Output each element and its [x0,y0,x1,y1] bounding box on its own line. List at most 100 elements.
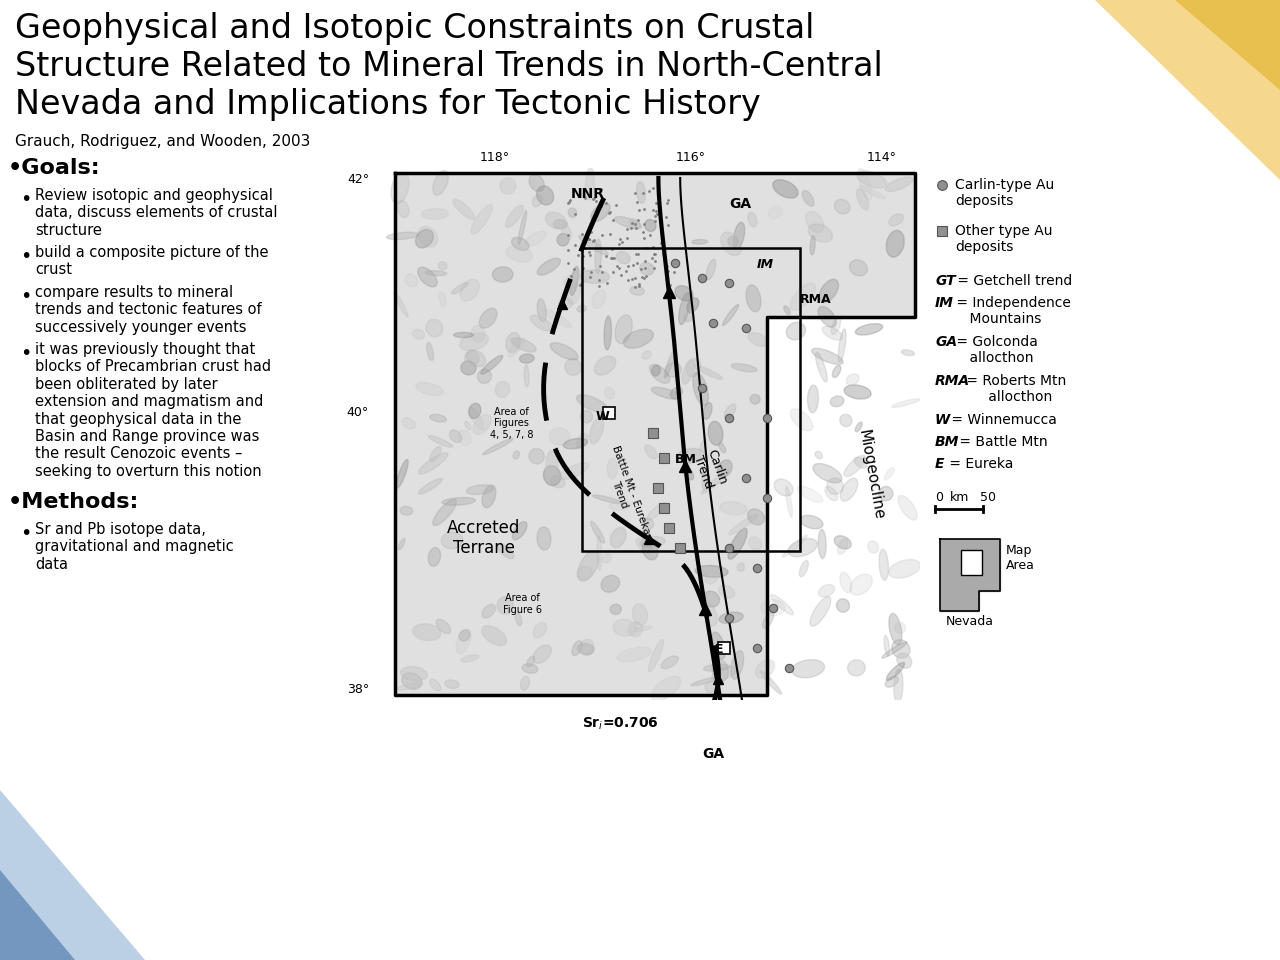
Ellipse shape [630,286,644,295]
Ellipse shape [401,506,412,516]
Ellipse shape [419,478,443,494]
Ellipse shape [682,360,694,384]
Ellipse shape [419,453,448,474]
Ellipse shape [430,446,442,462]
Ellipse shape [810,597,831,626]
Text: RMA: RMA [934,374,970,388]
Ellipse shape [850,260,868,276]
Ellipse shape [810,235,815,255]
Ellipse shape [465,421,471,430]
Text: Area of
Figure 6: Area of Figure 6 [503,593,541,615]
Ellipse shape [513,451,520,459]
Ellipse shape [585,168,594,200]
Ellipse shape [790,409,813,431]
Ellipse shape [818,529,826,559]
Ellipse shape [749,332,768,347]
Ellipse shape [649,639,663,672]
Ellipse shape [678,293,690,324]
Ellipse shape [650,365,669,383]
Ellipse shape [712,660,728,682]
Text: 40°: 40° [347,406,369,420]
Text: GT: GT [934,274,956,288]
Ellipse shape [850,574,872,595]
Ellipse shape [695,565,728,577]
Ellipse shape [429,547,440,566]
Ellipse shape [691,678,718,685]
Text: Carlin-type Au
deposits: Carlin-type Au deposits [955,178,1055,208]
Ellipse shape [782,535,808,557]
Ellipse shape [840,415,852,426]
Ellipse shape [632,604,648,625]
Ellipse shape [879,549,888,580]
Ellipse shape [760,599,785,615]
Ellipse shape [879,487,893,501]
Ellipse shape [421,208,448,219]
Text: 0: 0 [934,491,943,504]
Ellipse shape [590,418,604,444]
Ellipse shape [755,660,774,679]
Ellipse shape [888,613,902,645]
Ellipse shape [623,329,653,348]
Text: GA: GA [701,747,724,761]
Ellipse shape [886,230,904,257]
Text: W: W [934,413,950,427]
Ellipse shape [402,418,415,429]
Ellipse shape [477,370,492,383]
Ellipse shape [572,640,582,656]
Ellipse shape [576,395,608,413]
Ellipse shape [417,267,438,287]
Text: km: km [950,491,969,504]
Ellipse shape [402,673,422,689]
Text: = Independence
    Mountains: = Independence Mountains [952,296,1071,326]
Ellipse shape [593,495,622,504]
Ellipse shape [430,415,447,422]
Ellipse shape [895,622,906,634]
Ellipse shape [465,350,479,366]
Ellipse shape [553,220,567,228]
Ellipse shape [536,527,550,550]
Ellipse shape [712,666,737,681]
Ellipse shape [646,502,667,520]
Ellipse shape [458,430,471,445]
Ellipse shape [436,619,451,634]
Ellipse shape [567,282,580,304]
Ellipse shape [452,282,468,294]
Ellipse shape [652,676,681,701]
Ellipse shape [483,485,495,508]
Ellipse shape [893,669,902,703]
Ellipse shape [512,521,527,540]
Ellipse shape [854,457,867,468]
Ellipse shape [512,237,529,251]
Ellipse shape [474,415,492,434]
Ellipse shape [790,283,815,310]
Ellipse shape [412,329,425,339]
Ellipse shape [703,402,712,420]
Text: Sr and Pb isotope data,
gravitational and magnetic
data: Sr and Pb isotope data, gravitational an… [35,522,234,572]
Ellipse shape [835,200,850,214]
Ellipse shape [529,448,544,464]
Text: = Eureka: = Eureka [945,457,1014,471]
Ellipse shape [771,594,794,614]
Ellipse shape [561,224,571,240]
Text: W: W [595,410,609,423]
Text: BM: BM [934,435,960,449]
Text: Grauch, Rodriguez, and Wooden, 2003: Grauch, Rodriguez, and Wooden, 2003 [15,134,310,149]
Ellipse shape [445,680,460,688]
Ellipse shape [544,466,561,486]
Ellipse shape [493,267,513,282]
Text: = Roberts Mtn
      allocthon: = Roberts Mtn allocthon [963,374,1066,404]
Ellipse shape [593,290,605,308]
Ellipse shape [634,626,653,632]
Ellipse shape [602,575,620,592]
Ellipse shape [506,246,532,262]
Ellipse shape [748,212,756,227]
Text: IM: IM [934,296,954,310]
Ellipse shape [723,304,739,325]
Ellipse shape [495,381,509,397]
Text: •: • [20,344,32,363]
Text: E: E [716,643,723,656]
Ellipse shape [684,313,694,322]
Ellipse shape [481,626,507,646]
Ellipse shape [718,586,735,598]
Ellipse shape [675,286,694,301]
